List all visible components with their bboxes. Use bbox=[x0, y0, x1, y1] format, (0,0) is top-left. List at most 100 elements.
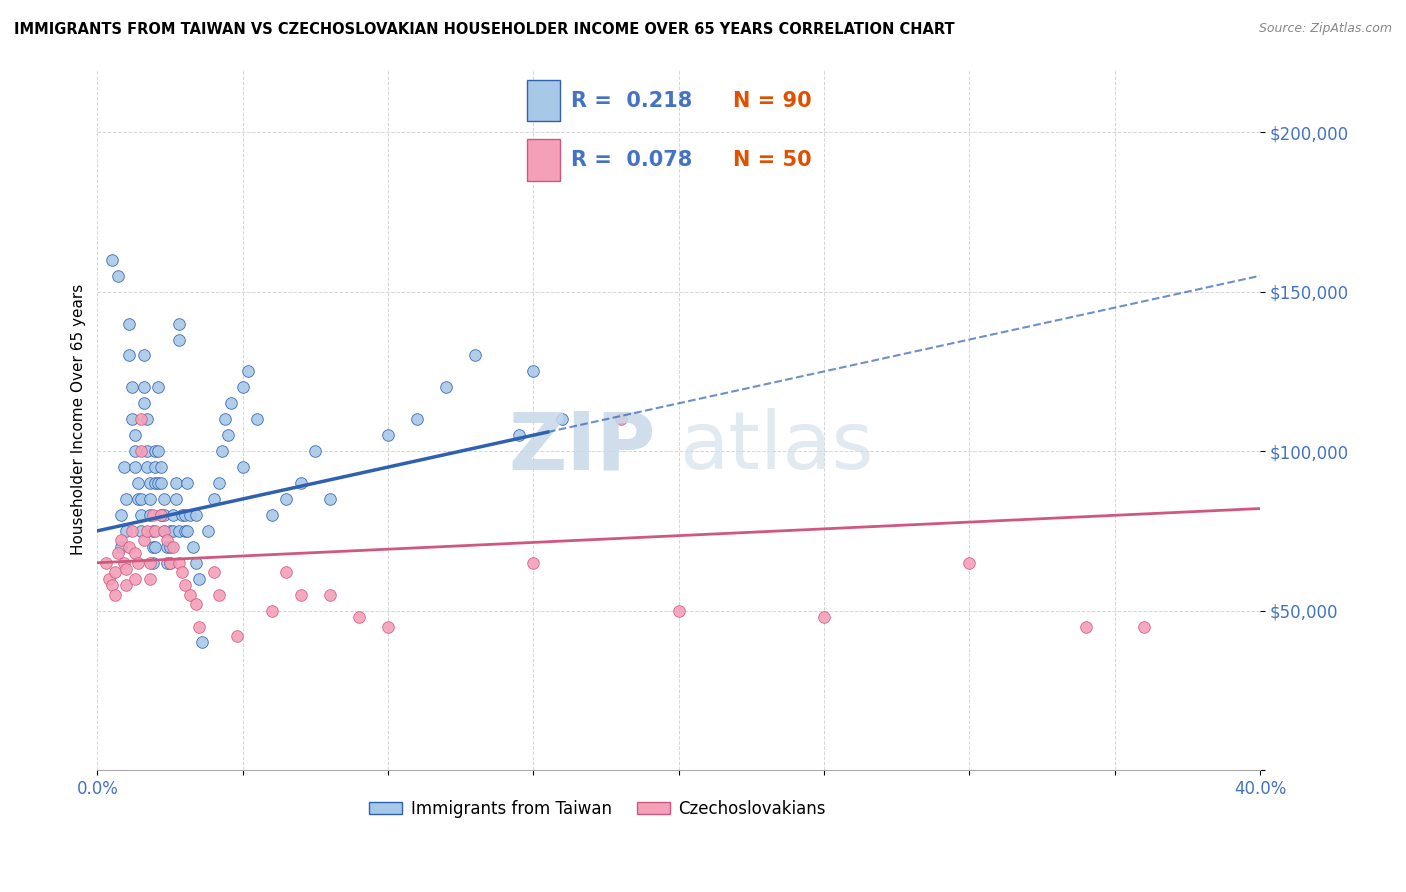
Point bbox=[173, 508, 195, 522]
Point bbox=[1074, 619, 1097, 633]
Point bbox=[150, 508, 173, 522]
Point bbox=[127, 491, 149, 506]
Point bbox=[142, 540, 165, 554]
Point bbox=[232, 460, 254, 475]
Point bbox=[110, 508, 132, 522]
Point bbox=[145, 524, 167, 538]
Point bbox=[129, 412, 152, 426]
Text: ZIP: ZIP bbox=[508, 409, 655, 486]
Point bbox=[377, 619, 399, 633]
Point bbox=[107, 546, 129, 560]
Point bbox=[129, 444, 152, 458]
Point bbox=[319, 588, 342, 602]
Point bbox=[179, 508, 201, 522]
Point bbox=[138, 491, 160, 506]
Point bbox=[124, 546, 146, 560]
Point bbox=[609, 412, 631, 426]
Point bbox=[202, 491, 225, 506]
Point bbox=[132, 349, 155, 363]
Point bbox=[127, 556, 149, 570]
Bar bbox=[527, 80, 561, 121]
Point bbox=[101, 578, 124, 592]
Point bbox=[214, 412, 236, 426]
Point bbox=[167, 556, 190, 570]
Point bbox=[110, 540, 132, 554]
Bar bbox=[527, 139, 561, 181]
Point bbox=[150, 460, 173, 475]
Point bbox=[173, 578, 195, 592]
Point bbox=[132, 396, 155, 410]
Point bbox=[124, 460, 146, 475]
Point bbox=[135, 524, 157, 538]
Point bbox=[957, 556, 980, 570]
Point bbox=[135, 444, 157, 458]
Point bbox=[135, 412, 157, 426]
Point bbox=[121, 412, 143, 426]
Point bbox=[110, 533, 132, 548]
Point bbox=[276, 491, 298, 506]
Point bbox=[104, 588, 127, 602]
Point bbox=[225, 629, 247, 643]
Point bbox=[138, 556, 160, 570]
Point bbox=[668, 603, 690, 617]
Point bbox=[167, 317, 190, 331]
Point bbox=[508, 428, 530, 442]
Point bbox=[191, 635, 214, 649]
Point bbox=[98, 572, 121, 586]
Point bbox=[127, 476, 149, 491]
Point bbox=[188, 619, 211, 633]
Point bbox=[115, 562, 138, 576]
Point bbox=[107, 268, 129, 283]
Point bbox=[156, 540, 179, 554]
Point bbox=[238, 364, 260, 378]
Point bbox=[260, 508, 283, 522]
Point bbox=[159, 524, 181, 538]
Point bbox=[162, 524, 184, 538]
Point bbox=[813, 610, 835, 624]
Point bbox=[118, 540, 141, 554]
Point bbox=[170, 566, 193, 580]
Point bbox=[290, 588, 312, 602]
Point bbox=[129, 508, 152, 522]
Point bbox=[165, 476, 187, 491]
Point bbox=[156, 556, 179, 570]
Point bbox=[115, 578, 138, 592]
Y-axis label: Householder Income Over 65 years: Householder Income Over 65 years bbox=[72, 284, 86, 555]
Point bbox=[1132, 619, 1154, 633]
Point bbox=[145, 460, 167, 475]
Point bbox=[186, 597, 208, 611]
Point bbox=[319, 491, 342, 506]
Point bbox=[167, 524, 190, 538]
Point bbox=[290, 476, 312, 491]
Text: R =  0.218: R = 0.218 bbox=[571, 90, 692, 111]
Text: R =  0.078: R = 0.078 bbox=[571, 150, 692, 170]
Point bbox=[115, 491, 138, 506]
Point bbox=[142, 524, 165, 538]
Point bbox=[176, 476, 198, 491]
Point bbox=[121, 380, 143, 394]
Point bbox=[156, 533, 179, 548]
Point bbox=[170, 508, 193, 522]
Point bbox=[159, 540, 181, 554]
Point bbox=[197, 524, 219, 538]
Text: N = 50: N = 50 bbox=[733, 150, 811, 170]
Point bbox=[150, 476, 173, 491]
Point bbox=[135, 460, 157, 475]
Point bbox=[162, 540, 184, 554]
Point bbox=[276, 566, 298, 580]
Point bbox=[112, 460, 135, 475]
Text: Source: ZipAtlas.com: Source: ZipAtlas.com bbox=[1258, 22, 1392, 36]
Legend: Immigrants from Taiwan, Czechoslovakians: Immigrants from Taiwan, Czechoslovakians bbox=[363, 794, 832, 825]
Point bbox=[104, 566, 127, 580]
Point bbox=[124, 444, 146, 458]
Point bbox=[153, 491, 176, 506]
Point bbox=[167, 333, 190, 347]
Point bbox=[347, 610, 370, 624]
Point bbox=[188, 572, 211, 586]
Text: atlas: atlas bbox=[679, 409, 873, 486]
Point bbox=[121, 524, 143, 538]
Point bbox=[124, 572, 146, 586]
Point bbox=[211, 444, 233, 458]
Point bbox=[150, 508, 173, 522]
Point bbox=[406, 412, 429, 426]
